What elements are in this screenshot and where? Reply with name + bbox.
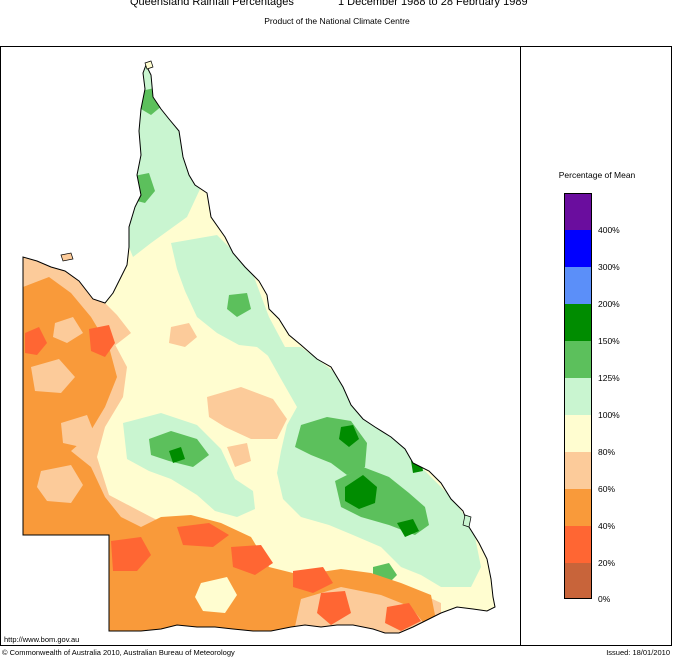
legend-swatch-400 bbox=[565, 194, 591, 230]
band-60-80-patch-2 bbox=[207, 387, 287, 439]
legend-label-400: 400% bbox=[598, 225, 620, 235]
legend-swatch-125 bbox=[565, 341, 591, 378]
legend-divider bbox=[520, 46, 521, 646]
legend-label-40: 40% bbox=[598, 521, 616, 531]
band-150-200-coast bbox=[411, 459, 423, 473]
footer-issued-date: Issued: 18/01/2010 bbox=[606, 648, 670, 657]
band-60-80-island-1 bbox=[53, 317, 83, 343]
footer-copyright: © Commonwealth of Australia 2010, Austra… bbox=[2, 648, 235, 657]
legend-label-150: 150% bbox=[598, 336, 620, 346]
band-150-200-central bbox=[169, 447, 185, 463]
legend-label-0: 0% bbox=[598, 594, 611, 604]
legend-label-300: 300% bbox=[598, 262, 620, 272]
band-60-80-island-4 bbox=[61, 415, 95, 447]
band-20-40-south-2 bbox=[177, 523, 229, 547]
band-100-125-north bbox=[171, 235, 285, 363]
legend-swatch-100 bbox=[565, 378, 591, 415]
island-mornington bbox=[60, 252, 74, 262]
band-60-80-island-3 bbox=[37, 465, 83, 503]
legend-label-60: 60% bbox=[598, 484, 616, 494]
legend-label-20: 20% bbox=[598, 558, 616, 568]
band-150-200-east-1 bbox=[339, 425, 359, 447]
band-125-150-north-patch bbox=[227, 293, 251, 317]
legend-swatch-0 bbox=[565, 563, 591, 598]
band-20-40-northwest-1 bbox=[25, 327, 47, 355]
queensland-rainfall-map bbox=[22, 60, 496, 634]
band-60-80-island-2 bbox=[31, 359, 75, 393]
map-title-bar: Queensland Rainfall Percentages 1 Decemb… bbox=[0, 0, 674, 14]
map-title: Queensland Rainfall Percentages bbox=[130, 0, 294, 8]
legend-swatch-60 bbox=[565, 452, 591, 489]
band-20-40-south-1 bbox=[111, 537, 151, 571]
band-150-200-east-3 bbox=[397, 519, 419, 537]
island-fraser bbox=[462, 514, 472, 528]
legend-label-80: 80% bbox=[598, 447, 616, 457]
legend-label-100: 100% bbox=[598, 410, 620, 420]
legend-swatch-200 bbox=[565, 267, 591, 304]
band-60-80-patch-1 bbox=[169, 323, 197, 347]
band-20-40-south-4 bbox=[293, 567, 333, 593]
legend-swatch-20 bbox=[565, 526, 591, 563]
map-frame bbox=[0, 46, 672, 646]
legend-swatch-80 bbox=[565, 415, 591, 452]
band-80-100-island-south bbox=[195, 577, 237, 613]
legend-swatch-40 bbox=[565, 489, 591, 526]
island-torres-strait bbox=[144, 60, 154, 70]
map-period: 1 December 1988 to 28 February 1989 bbox=[338, 0, 528, 8]
band-100-125-east bbox=[263, 347, 481, 587]
band-20-40-south-6 bbox=[385, 603, 421, 631]
legend-swatch-150 bbox=[565, 304, 591, 341]
legend-title: Percentage of Mean bbox=[558, 170, 636, 180]
legend-swatch-300 bbox=[565, 230, 591, 267]
map-subtitle: Product of the National Climate Centre bbox=[264, 16, 410, 26]
footer-url-link[interactable]: http://www.bom.gov.au bbox=[4, 635, 80, 644]
legend-label-125: 125% bbox=[598, 373, 620, 383]
rainfall-shading bbox=[23, 65, 495, 633]
band-20-40-northwest-2 bbox=[89, 325, 115, 357]
band-20-40-south-3 bbox=[231, 545, 273, 575]
band-60-80-patch-3 bbox=[227, 443, 251, 467]
band-150-200-east-2 bbox=[345, 475, 377, 509]
band-20-40-south-5 bbox=[317, 591, 351, 625]
legend-color-bar bbox=[564, 193, 592, 599]
legend-label-200: 200% bbox=[598, 299, 620, 309]
